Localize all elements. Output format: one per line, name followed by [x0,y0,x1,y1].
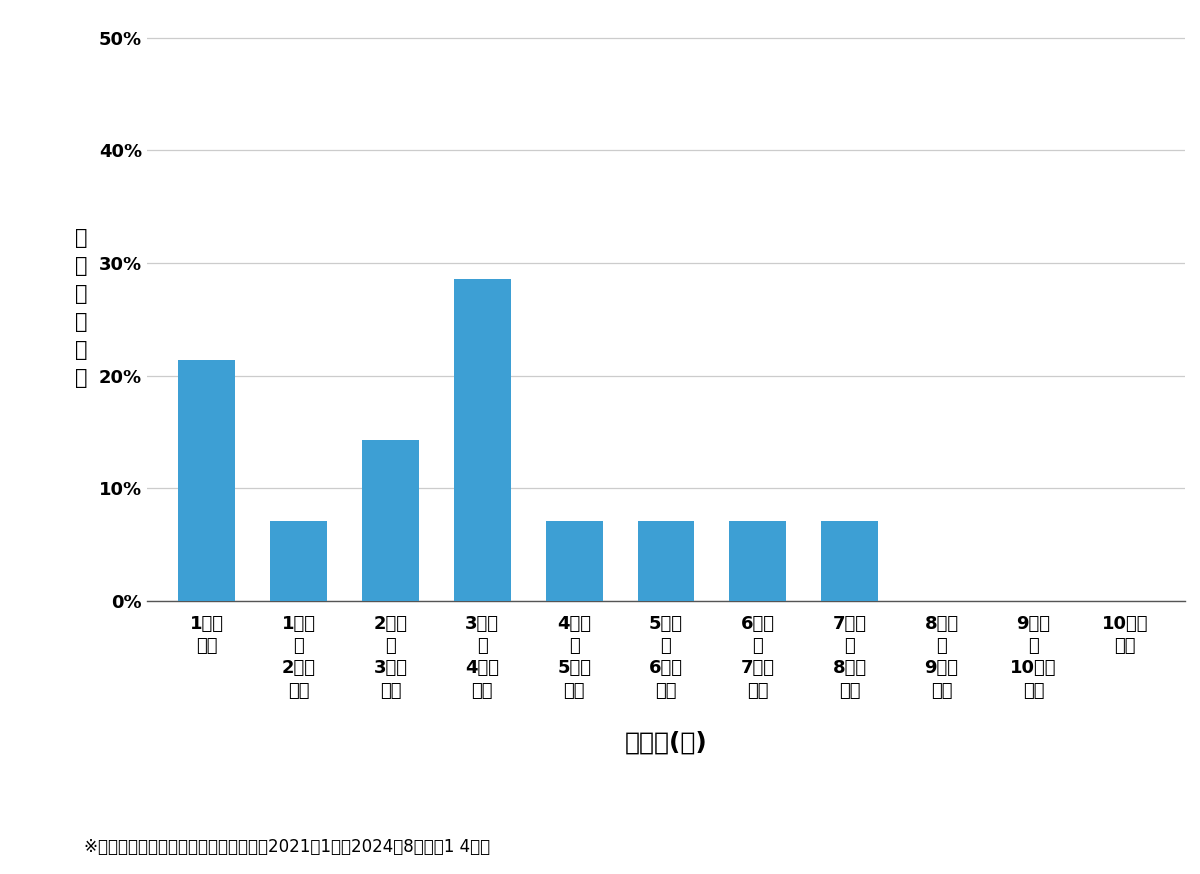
Bar [821,521,878,601]
Bar [454,279,511,601]
Bar [546,521,602,601]
Bar [637,521,695,601]
X-axis label: 価格帯(円): 価格帯(円) [625,730,707,754]
Text: 価
格
帯
の
割
合: 価 格 帯 の 割 合 [74,228,88,388]
Text: ※式社受付の案件を対象に集計（期間：2021年1月～2024年8月、腴1 4件）: ※式社受付の案件を対象に集計（期間：2021年1月～2024年8月、腴1 4件） [84,838,490,857]
Bar [730,521,786,601]
Bar [179,359,235,601]
Bar [362,440,419,601]
Bar [270,521,328,601]
